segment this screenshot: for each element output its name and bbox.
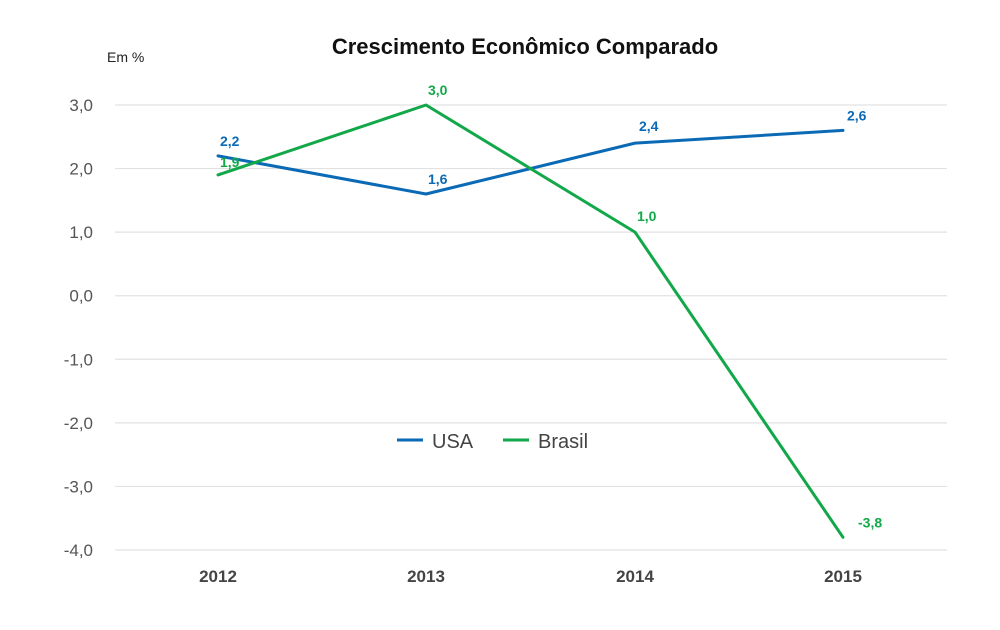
y-axis-unit-label: Em % (107, 49, 144, 65)
legend-label-usa: USA (432, 431, 474, 453)
series-line-brasil (216, 103, 845, 539)
y-tick-label: 0,0 (69, 287, 93, 306)
y-tick-label: 1,0 (69, 223, 93, 242)
series-line-usa (216, 128, 845, 196)
y-tick-label: -1,0 (64, 350, 93, 369)
gridlines (115, 104, 947, 551)
x-axis-ticks: 2012 2013 2014 2015 (199, 567, 862, 586)
data-label: 1,9 (220, 154, 240, 170)
data-label: 2,6 (847, 107, 867, 123)
legend-label-brasil: Brasil (538, 431, 588, 453)
x-tick-label: 2014 (616, 567, 654, 586)
legend: USA Brasil (397, 431, 588, 453)
y-tick-label: -2,0 (64, 414, 93, 433)
x-tick-label: 2012 (199, 567, 237, 586)
data-label: 2,2 (220, 133, 240, 149)
y-axis-ticks: 3,0 2,0 1,0 0,0 -1,0 -2,0 -3,0 -4,0 (64, 96, 93, 560)
data-label: 1,0 (637, 208, 657, 224)
series-lines (216, 103, 845, 539)
y-tick-label: -3,0 (64, 477, 93, 496)
data-label: -3,8 (858, 514, 882, 530)
data-label: 2,4 (639, 118, 659, 134)
y-tick-label: -4,0 (64, 541, 93, 560)
chart-title: Crescimento Econômico Comparado (332, 34, 718, 59)
data-label: 1,6 (428, 171, 448, 187)
data-label: 3,0 (428, 82, 448, 98)
y-tick-label: 2,0 (69, 160, 93, 179)
x-tick-label: 2015 (824, 567, 862, 586)
x-tick-label: 2013 (407, 567, 445, 586)
y-tick-label: 3,0 (69, 96, 93, 115)
data-labels: 2,2 1,6 2,4 2,6 1,9 3,0 1,0 -3,8 (220, 82, 882, 530)
